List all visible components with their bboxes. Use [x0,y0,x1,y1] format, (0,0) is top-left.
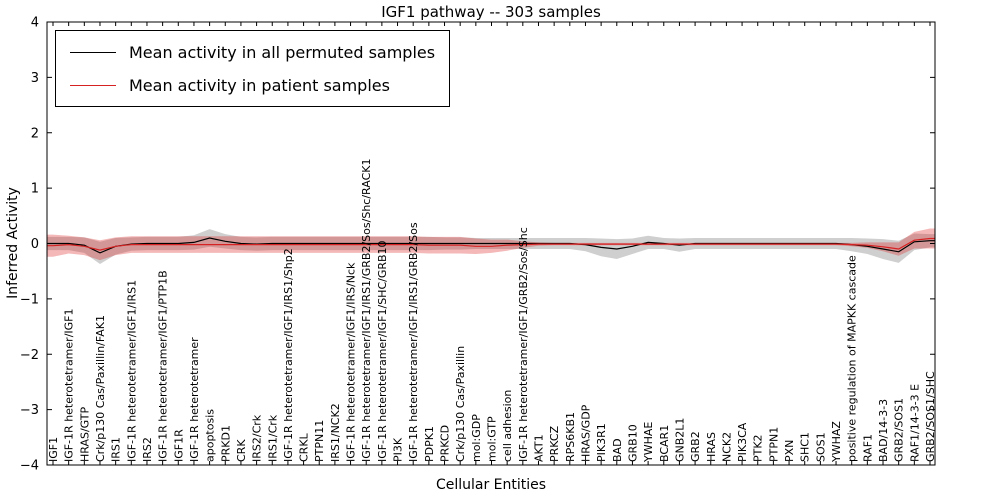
x-tick-label: BAD [611,438,624,462]
x-tick-label: IGF-1R heterotetramer/IGF1/SHC/GRB10 [376,240,389,462]
y-tick-label: 2 [31,126,39,141]
x-tick-label: YWHAE [642,422,655,463]
x-tick-label: PRKCD [439,425,452,462]
x-tick-label: BCAR1 [658,425,671,462]
confidence-band-patient [47,228,935,261]
x-tick-label: mol:GTP [486,416,499,462]
legend-label-patient: Mean activity in patient samples [129,75,390,95]
x-tick-label: IRS2/Crk [251,414,264,462]
legend: Mean activity in all permuted samples Me… [55,30,451,107]
x-tick-label: GRB2 [689,431,702,462]
y-tick-label: 1 [31,182,39,197]
x-tick-label: HRAS/GTP [78,406,91,462]
x-tick-label: RAF1/14-3-3 E [908,384,921,462]
legend-label-permuted: Mean activity in all permuted samples [129,42,436,62]
x-tick-label: IRS1/NCK2 [329,403,342,462]
x-axis-title: Cellular Entities [435,477,547,493]
x-tick-label: PTPN1 [767,427,780,462]
x-tick-label: IGF-1R heterotetramer/IGF1/IRS1 [125,280,138,462]
legend-line-permuted-swatch [70,51,116,53]
legend-line-patient-swatch [70,84,116,86]
x-tick-label: CRKL [298,432,311,462]
x-tick-label: CRK [235,439,248,462]
y-tick-label: 0 [31,237,39,252]
y-tick-label: −1 [20,292,39,307]
x-tick-label: GNB2L1 [673,418,686,462]
x-tick-label: AKT1 [532,434,545,462]
x-tick-label: IRS1/Crk [266,414,279,462]
x-tick-label: PRKD1 [219,425,232,462]
x-tick-label: RPS6KB1 [564,412,577,462]
x-tick-label: IGF-1R heterotetramer/IGF1/IRS1/GRB2/Sos… [360,159,373,462]
mean-line-patient [47,237,935,251]
x-tick-label: IGF-1R heterotetramer [188,337,201,462]
legend-item-permuted: Mean activity in all permuted samples [70,40,435,64]
x-tick-label: IGF-1R heterotetramer/IGF1/IRS1/Shp2 [282,248,295,462]
chart-title: IGF1 pathway -- 303 samples [381,3,601,21]
y-tick-label: −2 [20,348,39,363]
x-tick-label: IGF1R [172,429,185,462]
x-tick-label: HRAS/GDP [579,404,592,462]
y-tick-label: 3 [31,71,39,86]
x-tick-label: PI3K [392,437,405,462]
x-tick-label: GRB10 [626,424,639,462]
x-tick-label: PIK3CA [736,422,749,462]
y-axis-title: Inferred Activity [5,187,21,299]
y-tick-label: −4 [20,459,39,474]
x-tick-label: IRS2 [141,437,154,462]
x-tick-label: BAD/14-3-3 [877,399,890,462]
x-tick-label: NCK2 [720,432,733,462]
y-tick-label: 4 [31,16,39,31]
x-tick-label: IGF-1R heterotetramer/IGF1/GRB2/Sos/Shc [517,227,530,462]
x-tick-label: IGF-1R heterotetramer/IGF1/IRS/Nck [345,262,358,462]
x-tick-label: PTK2 [752,434,765,462]
x-tick-label: SOS1 [814,432,827,462]
x-tick-label: PXN [783,440,796,462]
x-tick-label: RAF1 [861,434,874,462]
x-tick-label: PTPN11 [313,420,326,462]
x-tick-label: GRB2/SOS1 [893,398,906,462]
x-tick-label: cell adhesion [501,390,514,462]
x-tick-label: GRB2/SOS1/SHC [924,371,937,462]
x-tick-label: mol:GDP [470,414,483,462]
x-tick-label: Crk/p130 Cas/Paxillin/FAK1 [94,315,107,462]
x-tick-label: SHC1 [799,432,812,462]
x-tick-label: HRAS [705,432,718,462]
x-tick-label: IGF-1R heterotetramer/IGF1 [63,309,76,463]
x-tick-label: IRS1 [110,437,123,462]
legend-item-patient: Mean activity in patient samples [70,73,435,97]
x-tick-label: IGF1 [47,437,60,462]
x-tick-label: PRKCZ [548,425,561,462]
x-tick-label: IGF-1R heterotetramer/IGF1/IRS1/GRB2/Sos [407,222,420,462]
x-tick-label: IGF-1R heterotetramer/IGF1/PTP1B [157,270,170,462]
y-tick-label: −3 [20,403,39,418]
x-tick-label: PDPK1 [423,426,436,462]
x-tick-label: YWHAZ [830,421,843,463]
x-tick-label: PIK3R1 [595,423,608,462]
x-tick-label: positive regulation of MAPKK cascade [846,255,859,462]
x-tick-label: apoptosis [204,409,217,462]
x-tick-label: Crk/p130 Cas/Paxillin [454,346,467,462]
